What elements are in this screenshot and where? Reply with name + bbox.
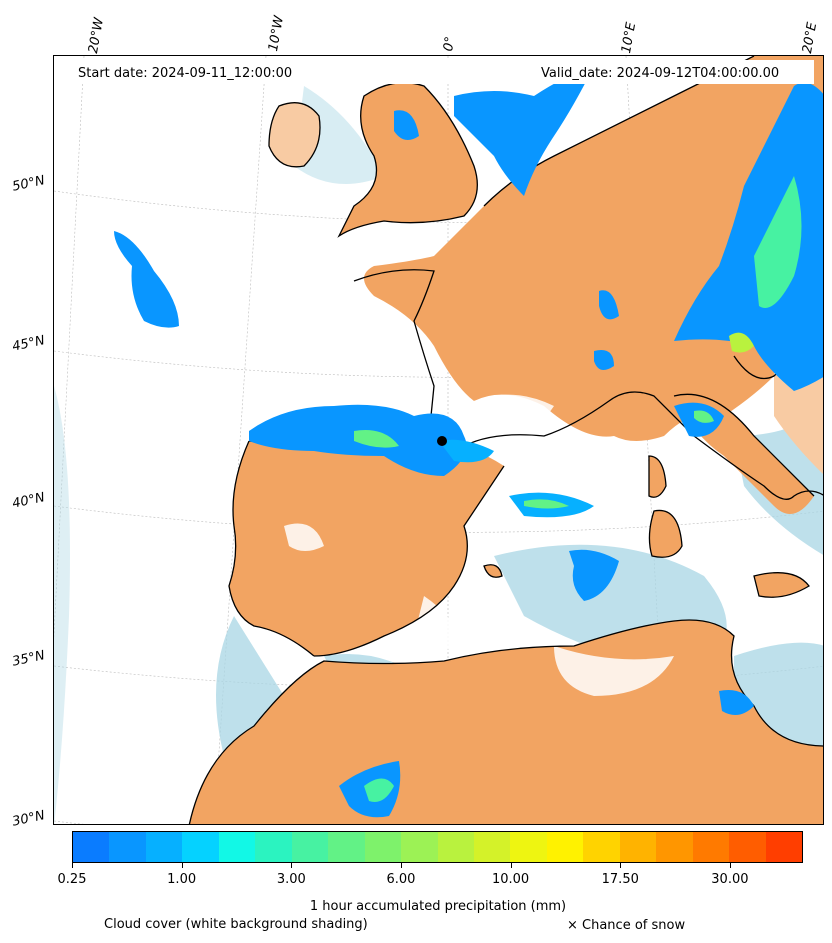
snow-marker — [437, 436, 447, 446]
colorbar-cell — [583, 832, 620, 862]
lat-label-40n: 40°N — [11, 490, 47, 512]
colorbar-cell — [656, 832, 693, 862]
colorbar-cell — [546, 832, 584, 862]
colorbar-cell — [109, 832, 146, 862]
land-europe — [364, 56, 823, 441]
precip-balearic-core — [524, 499, 569, 509]
lon-label-20e: 20°E — [800, 21, 821, 55]
lat-label-50n: 50°N — [11, 173, 47, 195]
precipitation — [114, 66, 823, 818]
precip-biscay-core — [354, 430, 399, 448]
land-balkans — [774, 356, 823, 475]
precip-sahara-core — [364, 778, 394, 802]
map-header-band — [57, 60, 814, 84]
parallel-50n — [54, 190, 823, 224]
colorbar-cell — [765, 832, 803, 862]
colorbar-cell — [437, 832, 474, 862]
valid-date-label: Valid_date: 2024-09-12T04:00:00.00 — [541, 66, 780, 81]
colorbar-cell — [364, 832, 402, 862]
meridian-20w — [54, 56, 85, 640]
precip-atlantic-cell — [114, 231, 179, 328]
colorbar-tick-label: 1.00 — [167, 872, 197, 887]
colorbar-cell — [473, 832, 511, 862]
colorbar-cell — [692, 832, 730, 862]
precip-alpine-band — [674, 82, 823, 391]
colorbar-tick-mark — [729, 863, 731, 868]
weather-map — [53, 55, 824, 825]
colorbar-tick-mark — [72, 863, 73, 868]
colorbar-cell — [145, 832, 183, 862]
colorbar-cell — [255, 832, 292, 862]
colorbar-tick-mark — [620, 863, 622, 868]
precip-france-south — [594, 350, 614, 370]
start-date-label: Start date: 2024-09-11_12:00:00 — [78, 66, 293, 81]
land-sicily — [754, 572, 809, 598]
precip-england — [394, 110, 419, 140]
precip-alpine-core — [754, 176, 802, 308]
colorbar-cell — [218, 832, 256, 862]
lat-label-30n: 30°N — [11, 808, 47, 830]
lon-label-10e: 10°E — [619, 21, 640, 55]
lon-label-10w: 10°W — [266, 14, 288, 53]
colorbar-tick-label: 17.50 — [601, 872, 639, 887]
precip-colorbar — [72, 831, 803, 863]
precip-north-sea — [454, 66, 594, 196]
land-areas — [189, 56, 823, 824]
colorbar-tick-mark — [181, 863, 183, 868]
precip-france-east — [599, 290, 619, 320]
colorbar-tick-mark — [510, 863, 512, 868]
lon-label-0: 0° — [441, 35, 459, 53]
colorbar-tick-label: 0.25 — [57, 872, 87, 887]
parallel-45n — [54, 350, 823, 378]
precip-lyon — [439, 439, 494, 463]
colorbar-cell — [510, 832, 547, 862]
colorbar-cell — [328, 832, 365, 862]
precip-tunisia — [719, 690, 754, 715]
colorbar-cell — [729, 832, 766, 862]
colorbar-tick-mark — [400, 863, 402, 868]
snow-chance-note: × Chance of snow — [567, 918, 686, 933]
land-iberia — [229, 441, 504, 656]
lat-label-35n: 35°N — [11, 648, 47, 670]
land-sardinia — [649, 510, 682, 558]
colorbar-cell — [401, 832, 438, 862]
land-britain — [339, 82, 478, 237]
clear-patches — [284, 276, 674, 696]
lat-label-45n: 45°N — [11, 333, 47, 355]
colorbar-cell — [619, 832, 657, 862]
cloud-cover-note: Cloud cover (white background shading) — [104, 917, 368, 932]
colorbar-tick-label: 3.00 — [276, 872, 306, 887]
land-north-africa — [189, 620, 823, 824]
colorbar-label: 1 hour accumulated precipitation (mm) — [309, 899, 567, 914]
meridian-10w — [213, 56, 267, 824]
colorbar-tick-mark — [291, 863, 293, 868]
precip-south-med — [569, 549, 619, 601]
precip-alpine-peak — [729, 332, 754, 353]
lon-label-20w: 20°W — [86, 16, 108, 55]
colorbar-tick-label: 6.00 — [386, 872, 416, 887]
colorbar-tick-label: 30.00 — [711, 872, 749, 887]
colorbar-cell — [182, 832, 219, 862]
precip-ligurian-core — [694, 410, 714, 423]
colorbar-cell — [291, 832, 329, 862]
land-ireland — [269, 102, 320, 167]
colorbar-cell — [73, 832, 110, 862]
map-canvas — [54, 56, 823, 824]
colorbar-tick-label: 10.00 — [491, 872, 530, 887]
